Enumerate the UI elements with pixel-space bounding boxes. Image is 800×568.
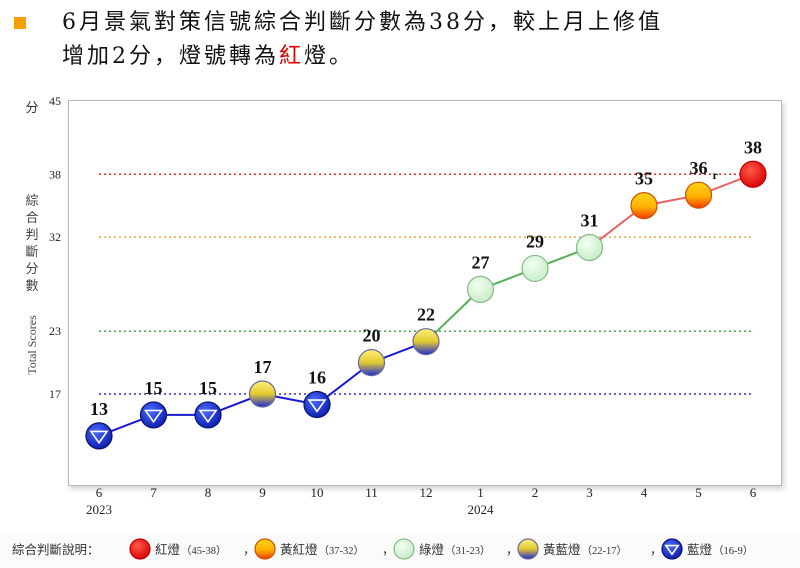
- data-label: 22: [417, 305, 435, 325]
- legend-marker: [393, 538, 415, 560]
- legend-range: （16-9）: [713, 545, 753, 557]
- x-tick-label: 4: [641, 485, 648, 500]
- legend-separator: ，: [382, 543, 395, 557]
- signal-light-point: [248, 380, 277, 408]
- legend-separator: ，: [650, 543, 663, 557]
- y-axis-label-char: 綜: [25, 193, 38, 208]
- data-label: 17: [254, 357, 272, 377]
- y-tick-label: 32: [49, 230, 61, 244]
- data-label: 38: [744, 137, 762, 157]
- legend-label: 紅燈: [155, 542, 181, 557]
- legend-range: （45-38）: [181, 545, 227, 557]
- headline-red-word: 紅: [279, 44, 305, 69]
- legend-range: （31-23）: [445, 545, 491, 557]
- revised-mark: r: [713, 168, 719, 182]
- data-label: 13: [90, 399, 108, 419]
- x-tick-label: 11: [365, 485, 378, 500]
- y-tick-label: 38: [49, 167, 61, 181]
- chart-frame: [68, 100, 782, 486]
- legend-label: 黃藍燈: [543, 542, 581, 557]
- signal-light-point: [575, 233, 604, 262]
- x-tick-label: 6: [96, 485, 103, 500]
- legend-item: 黃紅燈 （37-32）: [254, 538, 365, 560]
- headline-line2-b: 燈。: [304, 44, 355, 69]
- data-label: 27: [472, 252, 490, 272]
- signal-light-point: [194, 401, 222, 429]
- signal-light-point: [630, 192, 658, 220]
- y-axis-label-char: 判: [25, 227, 38, 242]
- legend-item: 黃藍燈 （22-17）: [517, 538, 628, 560]
- y-tick-label: 23: [49, 324, 61, 338]
- data-label: 35: [635, 169, 653, 189]
- x-tick-label: 12: [420, 485, 433, 500]
- legend-item: 藍燈 （16-9）: [661, 538, 753, 560]
- x-tick-label: 9: [259, 485, 266, 500]
- legend-separator: ，: [243, 543, 256, 557]
- x-tick-label: 8: [205, 485, 212, 500]
- signal-light-point: [466, 275, 495, 303]
- legend-range: （37-32）: [319, 545, 365, 557]
- signal-light-point: [303, 390, 331, 419]
- x-tick-label: 1: [477, 485, 484, 500]
- signal-light-point: [739, 160, 767, 188]
- legend-marker: [517, 538, 539, 560]
- y-axis-label-en: Total Scores: [25, 315, 39, 375]
- x-tick-label: 10: [311, 485, 324, 500]
- legend-marker: [254, 538, 276, 560]
- signal-light-point: [357, 349, 386, 377]
- data-label: 29: [526, 231, 544, 251]
- headline-line1: 6月景氣對策信號綜合判斷分數為38分，較上月上修值: [62, 10, 663, 35]
- signal-light-point: [412, 328, 440, 356]
- data-label: 16: [308, 367, 326, 387]
- x-tick-label: 6: [750, 485, 757, 500]
- x-year-label: 2023: [86, 502, 112, 517]
- legend-label: 黃紅燈: [280, 542, 318, 557]
- signal-light-point: [139, 401, 168, 429]
- y-tick-label: 45: [49, 94, 61, 108]
- headline-line2: 增加2分，燈號轉為紅燈。: [62, 40, 782, 74]
- legend-title: 綜合判斷說明：: [12, 542, 100, 557]
- legend-label: 綠燈: [419, 542, 445, 557]
- x-tick-label: 2: [532, 485, 539, 500]
- y-tick-label: 17: [49, 387, 61, 401]
- x-tick-label: 5: [695, 485, 702, 500]
- legend-separator: ，: [506, 543, 519, 557]
- y-axis-label-char: 合: [25, 210, 38, 225]
- data-label: 15: [145, 378, 163, 398]
- y-axis-unit: 分: [25, 100, 38, 115]
- x-tick-label: 3: [586, 485, 593, 500]
- headline-bullet: [14, 17, 26, 29]
- legend-range: （22-17）: [582, 545, 628, 557]
- y-axis-label-char: 分: [25, 261, 38, 276]
- headline: 6月景氣對策信號綜合判斷分數為38分，較上月上修值 增加2分，燈號轉為紅燈。: [62, 6, 782, 74]
- headline-line2-a: 增加2分，燈號轉為: [62, 44, 279, 69]
- y-axis-label-char: 數: [25, 278, 38, 293]
- data-label: 31: [581, 211, 599, 231]
- legend-item: 紅燈 （45-38）: [129, 538, 227, 560]
- legend-marker: [129, 538, 151, 560]
- signal-light-point: [684, 181, 713, 209]
- signal-light-point: [85, 422, 113, 450]
- data-label: 20: [363, 326, 381, 346]
- signal-light-point: [521, 254, 549, 283]
- y-axis-label-char: 斷: [25, 244, 38, 259]
- data-label: 36: [690, 158, 708, 178]
- x-tick-label: 7: [150, 485, 157, 500]
- legend-item: 綠燈 （31-23）: [393, 538, 491, 560]
- data-label: 15: [199, 378, 217, 398]
- x-year-label: 2024: [468, 502, 495, 517]
- legend-label: 藍燈: [687, 542, 713, 557]
- legend-marker: [661, 538, 683, 560]
